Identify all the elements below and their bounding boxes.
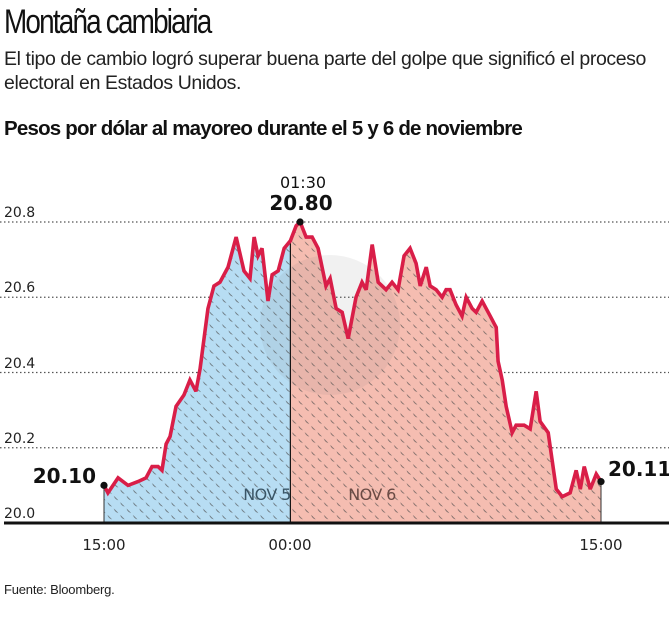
start-point-marker — [100, 481, 108, 489]
peak-time-label: 01:30 — [280, 173, 326, 192]
peak-value-label: 20.80 — [269, 191, 332, 215]
subtitle: El tipo de cambio logró superar buena pa… — [4, 48, 646, 94]
y-tick-label: 20.6 — [4, 280, 35, 296]
x-tick-label: 15:00 — [82, 536, 125, 554]
y-tick-label: 20.4 — [4, 356, 35, 372]
x-tick-label: 00:00 — [268, 536, 311, 554]
start-value-label: 20.10 — [33, 464, 96, 488]
x-tick-label: 15:00 — [579, 536, 622, 554]
region-label-nov5: NOV 5 — [243, 485, 291, 504]
grid-layer — [0, 221, 669, 449]
peak-point-marker — [296, 218, 304, 226]
mark-layer — [4, 218, 669, 525]
y-tick-label: 20.8 — [4, 205, 35, 221]
end-value-label: 20.11 — [608, 457, 669, 481]
page-title: Montaña cambiaria — [4, 3, 212, 41]
y-tick-label: 20.0 — [4, 506, 35, 522]
y-tick-label: 20.2 — [4, 431, 35, 447]
chart-heading: Pesos por dólar al mayoreo durante el 5 … — [4, 117, 523, 140]
series-line-usd-mxn — [102, 218, 603, 499]
region-label-nov6: NOV 6 — [348, 485, 396, 504]
end-point-marker — [597, 478, 605, 486]
source-note: Fuente: Bloomberg. — [4, 582, 115, 597]
